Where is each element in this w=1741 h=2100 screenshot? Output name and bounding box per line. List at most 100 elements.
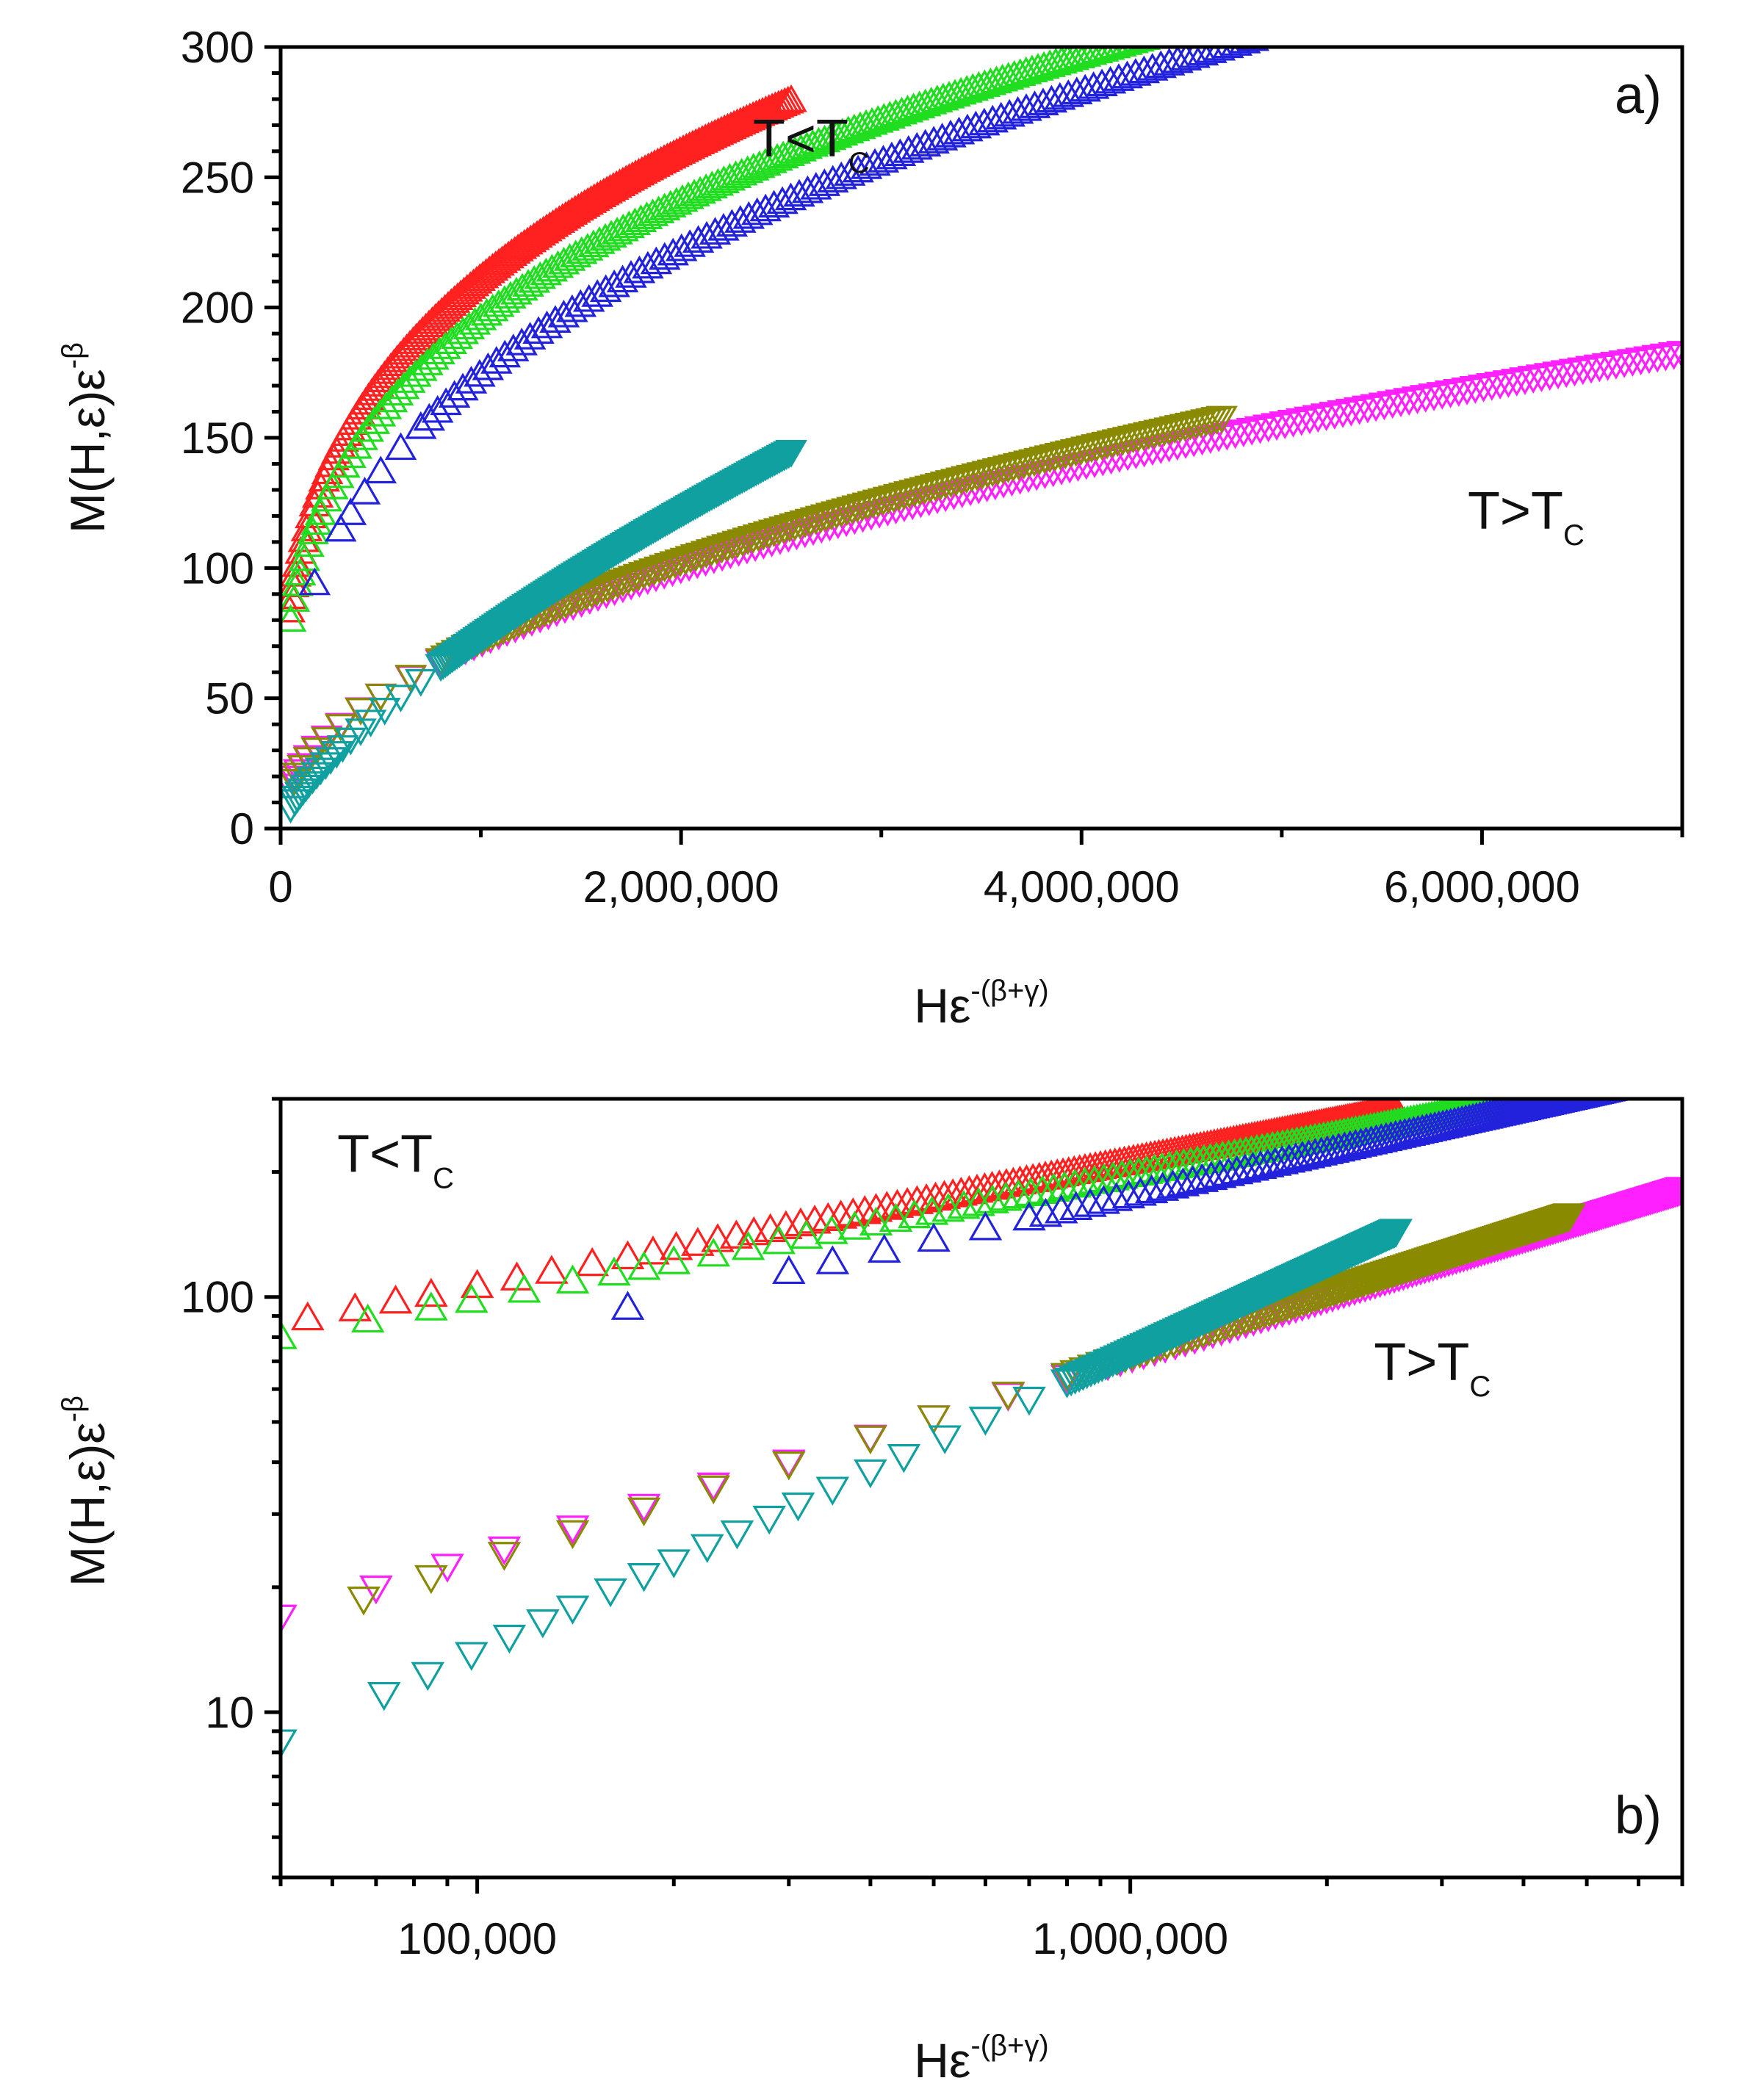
panel-a-series-4-point xyxy=(1426,382,1459,410)
panel-a-series-5-point xyxy=(836,497,868,525)
panel-b-series-1-point xyxy=(701,1223,735,1252)
panel-a-series-3-point xyxy=(1220,47,1253,56)
panel-b-series-6-point xyxy=(555,1595,590,1625)
panel-b-series-6-point xyxy=(1379,1219,1413,1248)
panel-b-series-3-point xyxy=(1073,1188,1107,1217)
panel-a-series-5-point xyxy=(1064,438,1097,466)
panel-a-series-2-point xyxy=(1161,17,1189,41)
panel-b-series-6-point xyxy=(1116,1339,1150,1368)
panel-a-series-1-point xyxy=(765,88,798,117)
panel-b-y-axis-title: M(H,ε)ε-β xyxy=(57,1396,115,1587)
panel-a-series-4-point xyxy=(1360,394,1392,422)
panel-a-series-3-point xyxy=(455,365,488,394)
panel-a-series-6-point xyxy=(770,442,803,471)
panel-b-series-2-point xyxy=(555,1264,590,1293)
panel-a-series-6-point xyxy=(670,497,702,526)
panel-b-series-2-point xyxy=(947,1189,981,1219)
panel-a-series-5-point xyxy=(732,527,764,556)
panel-b-series-3-point xyxy=(1633,1067,1662,1092)
panel-a-series-5-point xyxy=(841,495,873,524)
panel-b-series-3-point xyxy=(815,1245,850,1274)
panel-a-series-5-point xyxy=(1039,444,1072,472)
panel-a-series-5-point xyxy=(638,558,671,586)
panel-b-series-1-point xyxy=(990,1168,1023,1197)
panel-b-series-4-point xyxy=(696,1472,730,1502)
panel-a-series-2-point xyxy=(441,321,474,350)
panel-b-series-3-point xyxy=(1659,1061,1688,1086)
panel-a-series-5-point xyxy=(1018,449,1050,477)
panel-b-series-2-point xyxy=(837,1210,872,1240)
panel-a-series-6-point xyxy=(726,466,759,494)
panel-b-series-1-point xyxy=(1003,1165,1037,1195)
panel-a-series-5-point xyxy=(711,534,743,562)
panel-b-series-1-point xyxy=(975,1170,1009,1200)
panel-b-series-2-point xyxy=(1167,1147,1201,1177)
panel-a-series-5-point xyxy=(607,569,639,598)
panel-a-series-5-point xyxy=(966,462,998,490)
panel-b-series-3-point xyxy=(1641,1064,1670,1090)
panel-b-series-1-point xyxy=(836,1197,870,1227)
panel-a-series-6-point xyxy=(700,480,733,509)
panel-a-series-4-point xyxy=(1343,397,1376,425)
panel-a-series-5-point xyxy=(737,526,770,554)
panel-b-series-4-point xyxy=(555,1515,590,1545)
panel-b-series-6-point xyxy=(752,1505,786,1535)
panel-b-series-6-point xyxy=(1113,1341,1147,1370)
panel-a-series-2-point xyxy=(595,220,627,248)
panel-b-series-5-point xyxy=(1305,1281,1340,1311)
panel-a-series-3-point xyxy=(1228,47,1261,54)
panel-a-series-3-point xyxy=(1273,16,1301,40)
panel-a-series-5-point xyxy=(768,516,801,544)
panel-a-series-6-point xyxy=(632,519,665,547)
panel-a-series-6-point xyxy=(637,516,670,545)
panel-b-series-1-point xyxy=(535,1255,569,1284)
panel-a-series-5-point xyxy=(882,483,915,512)
panel-a-series-6-point xyxy=(384,685,417,712)
panel-a-series-2-point xyxy=(607,213,639,242)
panel-a-series-2-point xyxy=(1172,13,1200,37)
panel-a-series-5-point xyxy=(934,470,967,498)
panel-b-series-3-point xyxy=(1650,1062,1679,1088)
panel-a-x-tick-label: 4,000,000 xyxy=(984,862,1180,912)
panel-b-series-6-point xyxy=(815,1476,850,1506)
panel-b-series-5-point xyxy=(627,1497,661,1527)
panel-a-series-2-point xyxy=(572,233,604,261)
panel-b-series-2-point xyxy=(350,1303,385,1333)
panel-a-series-3-point xyxy=(665,233,698,261)
panel-b-series-1-point xyxy=(1009,1164,1044,1194)
panel-b-series-3-point xyxy=(1603,1099,1637,1100)
panel-a-series-2-point xyxy=(284,558,317,586)
panel-a-series-6-point xyxy=(314,747,347,775)
panel-b-series-2-point xyxy=(859,1206,893,1236)
panel-a-series-2-point xyxy=(417,342,450,370)
panel-a-series-5-point xyxy=(1117,425,1150,454)
panel-a-series-5-point xyxy=(1070,436,1103,465)
panel-a-series-5-point xyxy=(763,518,796,546)
panel-a-series-3-point xyxy=(1349,0,1377,20)
panel-a-series-5-point xyxy=(705,535,738,564)
panel-a-series-2-point xyxy=(1093,47,1125,60)
panel-b-series-6-point xyxy=(781,1492,815,1522)
panel-b-series-1-point xyxy=(636,1235,670,1265)
panel-a-series-2-point xyxy=(288,543,320,571)
panel-b-series-6-point xyxy=(1181,1310,1214,1339)
panel-a-series-6-point xyxy=(773,441,805,469)
panel-a-series-5-point xyxy=(804,505,837,534)
panel-a-series-5-point xyxy=(1054,440,1087,469)
panel-b-series-6-point xyxy=(1106,1343,1140,1373)
panel-a-series-5-point xyxy=(680,544,713,572)
panel-b-series-3-point xyxy=(1598,1099,1632,1100)
panel-b-series-1-point xyxy=(848,1195,882,1224)
panel-a-series-3-point xyxy=(1416,0,1444,2)
panel-b-series-2-point xyxy=(1193,1142,1228,1172)
panel-a-series-6-point xyxy=(607,534,639,563)
panel-a-series-2-point xyxy=(358,406,391,434)
panel-b-series-1-point xyxy=(900,1185,934,1214)
panel-a-series-2-point xyxy=(1134,47,1167,48)
panel-a-series-5-point xyxy=(1034,445,1066,474)
panel-a-series-5-point xyxy=(654,552,686,581)
panel-a-series-3-point xyxy=(1341,0,1369,22)
panel-a-series-5-point xyxy=(1081,434,1113,462)
panel-b-series-5-point xyxy=(696,1475,730,1505)
panel-a-series-3-point xyxy=(405,411,437,439)
